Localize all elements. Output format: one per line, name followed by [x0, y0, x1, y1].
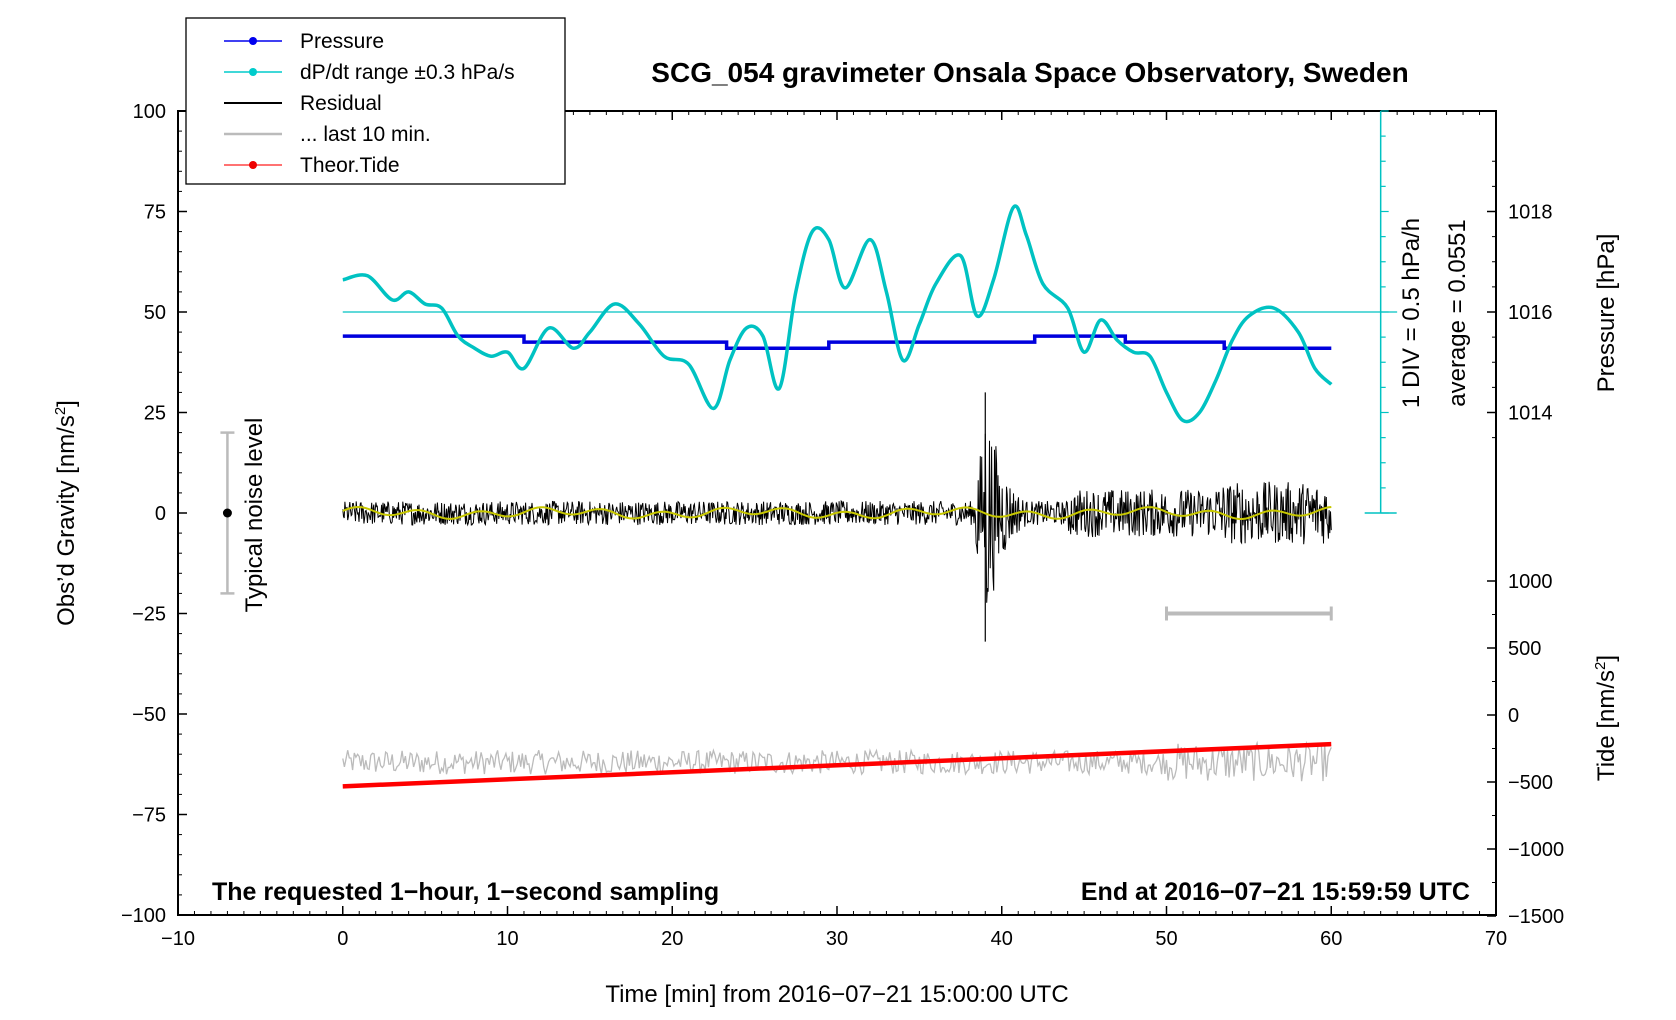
legend-item-tide: Theor.Tide — [224, 154, 400, 177]
svg-text:... last 10 min.: ... last 10 min. — [300, 123, 431, 146]
svg-text:Residual: Residual — [300, 92, 382, 115]
sampling-note: The requested 1−hour, 1−second sampling — [212, 878, 719, 906]
y-tick-label: 25 — [144, 403, 166, 425]
legend: Pressure dP/dt range ±0.3 hPa/s Residual… — [185, 17, 566, 185]
y-axis-label: Obs’d Gravity [nm/s2] — [52, 400, 80, 626]
svg-text:Theor.Tide: Theor.Tide — [300, 154, 400, 177]
end-time-note: End at 2016−07−21 15:59:59 UTC — [1081, 878, 1470, 906]
legend-item-last10: ... last 10 min. — [224, 123, 431, 146]
x-tick-label: 60 — [1320, 928, 1342, 950]
y-tick-label: 75 — [144, 202, 166, 224]
tide-tick-label: 1000 — [1508, 571, 1553, 593]
pressure-line — [342, 334, 1332, 350]
x-tick-label: 50 — [1155, 928, 1177, 950]
axes-layer: −10 0 10 20 30 40 50 60 70−100−75−50−25025507510… — [121, 101, 1564, 950]
y-tick-label: −50 — [132, 704, 166, 726]
dpdt-curve — [342, 204, 1333, 424]
series-layer — [342, 204, 1398, 789]
tide-tick-label: 0 — [1508, 705, 1519, 727]
pressure-tick-label: 1018 — [1508, 202, 1553, 224]
residual-smoothed — [342, 505, 1332, 520]
y-tick-label: 100 — [133, 101, 166, 123]
legend-item-pressure: Pressure — [224, 30, 384, 53]
legend-item-residual: Residual — [224, 92, 382, 115]
tide-line — [342, 741, 1332, 789]
svg-text:dP/dt range ±0.3 hPa/s: dP/dt range ±0.3 hPa/s — [300, 61, 515, 84]
svg-text:Pressure: Pressure — [300, 30, 384, 53]
x-tick-label: 40 — [991, 928, 1013, 950]
dpdt-average-label: average = 0.0551 — [1444, 219, 1471, 407]
noise-level-label: Typical noise level — [241, 418, 268, 613]
pressure-tick-label: 1014 — [1508, 403, 1553, 425]
chart-title: SCG_054 gravimeter Onsala Space Observat… — [651, 57, 1408, 88]
y-tick-label: 50 — [144, 302, 166, 324]
y-tick-label: −25 — [132, 604, 166, 626]
tide-axis-label: Tide [nm/s2] — [1592, 655, 1620, 781]
noise-center-dot — [222, 508, 232, 518]
pressure-axis-label: Pressure [hPa] — [1593, 234, 1620, 393]
tide-tick-label: −500 — [1508, 772, 1553, 794]
dpdt-scale-label: 1 DIV = 0.5 hPa/h — [1398, 218, 1425, 408]
tide-tick-label: −1500 — [1508, 906, 1564, 928]
residual-trace — [342, 433, 1332, 603]
tide-tick-label: 500 — [1508, 638, 1541, 660]
y-tick-label: −100 — [121, 905, 166, 927]
pressure-tick-label: 1016 — [1508, 302, 1553, 324]
x-tick-label: 30 — [826, 928, 848, 950]
legend-box — [185, 17, 566, 185]
x-tick-label: −10 — [161, 928, 195, 950]
legend-item-dpdt: dP/dt range ±0.3 hPa/s — [224, 61, 515, 84]
tide-tick-label: −1000 — [1508, 839, 1564, 861]
x-tick-label: 70 — [1485, 928, 1507, 950]
y-tick-label: 0 — [155, 503, 166, 525]
last10-trace — [342, 740, 1332, 782]
x-tick-label: 0 — [337, 928, 348, 950]
x-tick-label: 10 — [496, 928, 518, 950]
x-axis-label: Time [min] from 2016−07−21 15:00:00 UTC — [605, 981, 1068, 1008]
y-tick-label: −75 — [132, 805, 166, 827]
x-tick-label: 20 — [661, 928, 683, 950]
